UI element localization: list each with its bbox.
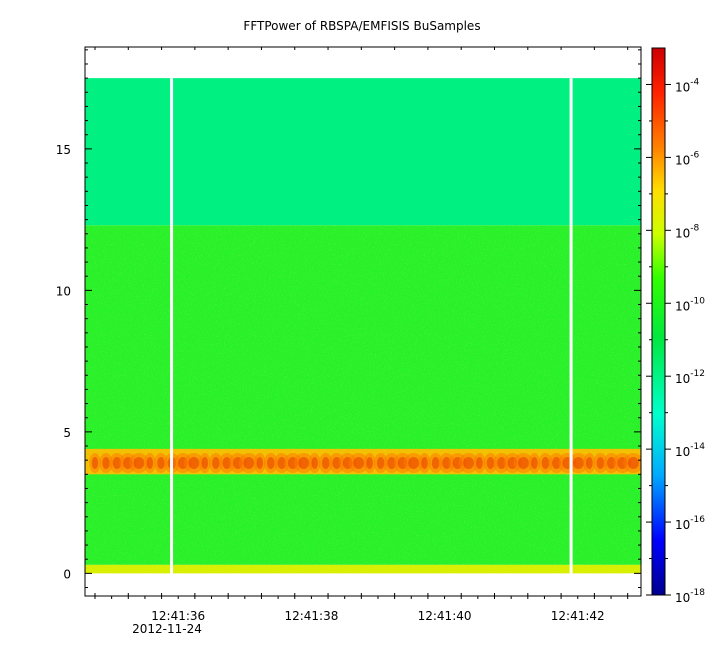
colorbar-tick-label: 10-12: [675, 369, 705, 386]
noise-texture: [85, 225, 641, 574]
power-blob-core: [497, 456, 506, 469]
power-blob-core: [596, 456, 605, 469]
y-axis: 0 5 10 15: [56, 49, 641, 589]
y-tick-label: 10: [56, 284, 71, 298]
power-blob-core: [463, 456, 474, 469]
power-blob-core: [552, 456, 561, 469]
power-blob-core: [146, 456, 154, 469]
power-blob-core: [157, 456, 165, 469]
data-gap-1: [569, 78, 573, 574]
plot-area: [85, 78, 641, 574]
colorbar: [652, 48, 665, 595]
power-blob-core: [408, 456, 420, 469]
power-blob-core: [606, 456, 616, 469]
x-tick-label: 12:41:40: [418, 609, 472, 623]
power-blob-core: [586, 456, 593, 469]
power-blob-core: [277, 456, 287, 469]
colorbar-tick-label: 10-8: [675, 223, 700, 240]
power-blob-core: [431, 456, 440, 469]
chart-title: FFTPower of RBSPA/EMFISIS BuSamples: [243, 19, 480, 33]
colorbar-tick-label: 10-16: [675, 515, 705, 532]
colorbar-tick-label: 10-10: [675, 296, 705, 313]
power-blob-core: [212, 456, 220, 469]
power-blob-core: [387, 456, 396, 469]
power-blob-core: [486, 456, 495, 469]
power-blob-core: [243, 456, 255, 469]
x-tick-label: 12:41:38: [284, 609, 338, 623]
colorbar-frame: [651, 47, 666, 596]
data-gap-0: [170, 78, 174, 574]
power-blob-core: [256, 456, 263, 469]
x-axis: 12:41:36 12:41:38 12:41:40 12:41:42: [94, 47, 629, 623]
power-blob-core: [376, 456, 385, 469]
x-tick-label: 12:41:36: [151, 609, 205, 623]
power-blob-core: [311, 456, 318, 469]
power-blob-core: [102, 456, 110, 469]
power-blob-core: [201, 456, 209, 469]
colorbar-tick-label: 10-14: [675, 442, 705, 459]
power-blob-core: [298, 456, 310, 469]
power-blob-core: [133, 456, 145, 469]
power-blob-core: [112, 456, 122, 469]
y-tick-label: 15: [56, 143, 71, 157]
power-blob-core: [188, 456, 200, 469]
power-blob-core: [572, 456, 584, 469]
colorbar-tick-label: 10-4: [675, 77, 700, 94]
power-blob-core: [627, 456, 639, 469]
power-blob-core: [353, 456, 365, 469]
power-blob-core: [91, 456, 99, 469]
y-tick-label: 0: [63, 567, 71, 581]
power-blob-core: [541, 456, 550, 469]
power-blob-core: [321, 456, 330, 469]
colorbar-tick-label: 10-6: [675, 150, 700, 167]
power-blob-core: [442, 456, 451, 469]
colorbar-ticks: 10-4 10-6 10-8 10-10 10-12 10-14 10-16 10-18: [646, 77, 705, 605]
power-blob-core: [332, 456, 342, 469]
power-blob-core: [531, 456, 538, 469]
power-blob-core: [222, 456, 232, 469]
power-blob-core: [518, 456, 529, 469]
power-blob-core: [421, 456, 428, 469]
colorbar-tick-label: 10-18: [675, 588, 705, 605]
x-tick-label: 12:41:42: [551, 609, 605, 623]
power-band-0: [85, 78, 641, 226]
power-blob-core: [476, 456, 483, 469]
x-date-label: 2012-11-24: [132, 622, 202, 636]
y-tick-label: 5: [63, 426, 71, 440]
power-blob-core: [267, 456, 275, 469]
power-blob-core: [366, 456, 373, 469]
plot-frame: [84, 46, 642, 597]
